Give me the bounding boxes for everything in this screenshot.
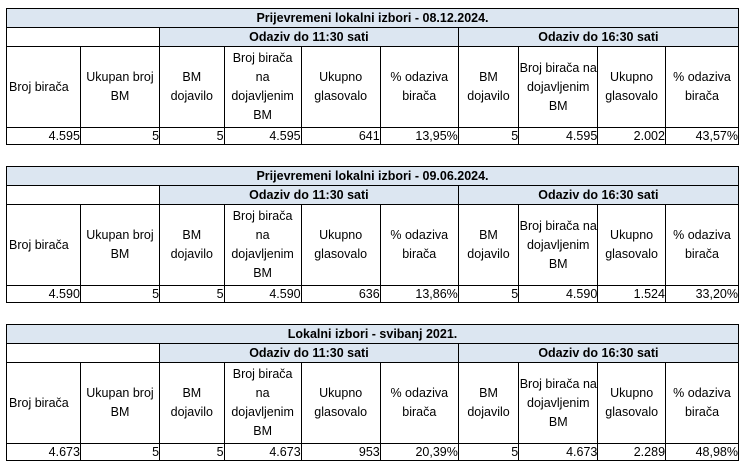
cell-1130-bm-dojavilo: 5: [159, 285, 225, 303]
header-bm-dojavilo: BM dojavilo: [457, 362, 520, 444]
header-ukupno-glasovalo: Ukupno glasovalo: [597, 362, 667, 444]
cell-1130-glasovalo: 953: [300, 443, 381, 461]
header-broj-biraca-dojavljenim: Broj birača na dojavljenim BM: [518, 46, 599, 128]
header-ukupno-glasovalo: Ukupno glasovalo: [597, 204, 666, 286]
cell-1130-glasovalo: 641: [300, 127, 381, 145]
group-header-1630: Odaziv do 16:30 sati: [457, 185, 740, 205]
header-broj-biraca-dojavljenim: Broj birača na dojavljenim BM: [518, 362, 599, 444]
header-broj-biraca-dojavljenim: Broj birača na dojavljenim BM: [223, 204, 302, 286]
cell-1630-pct: 48,98%: [665, 443, 739, 461]
header-pct-odaziva: % odaziva birača: [379, 362, 459, 444]
cell-1630-pct: 33,20%: [664, 285, 740, 303]
cell-1130-broj-biraca: 4.673: [223, 443, 302, 461]
cell-1130-bm-dojavilo: 5: [159, 443, 225, 461]
header-ukupno-glasovalo: Ukupno glasovalo: [300, 204, 381, 286]
header-ukupan-bm: Ukupan broj BM: [79, 362, 161, 444]
header-broj-biraca: Broj birača: [6, 362, 81, 444]
cell-1130-broj-biraca: 4.590: [223, 285, 302, 303]
cell-1130-bm-dojavilo: 5: [159, 127, 225, 145]
cell-1630-glasovalo: 2.289: [597, 443, 667, 461]
cell-ukupan-bm: 5: [79, 285, 161, 303]
group-header-1630: Odaziv do 16:30 sati: [457, 27, 740, 47]
group-header-1130: Odaziv do 11:30 sati: [159, 27, 459, 47]
cell-1630-broj-biraca: 4.673: [518, 443, 599, 461]
cell-broj-biraca: 4.673: [6, 443, 81, 461]
cell-1630-pct: 43,57%: [664, 127, 740, 145]
header-broj-biraca: Broj birača: [6, 204, 81, 286]
header-bm-dojavilo: BM dojavilo: [457, 204, 520, 286]
header-broj-biraca: Broj birača: [6, 46, 81, 128]
table-title: Prijevremeni lokalni izbori - 08.12.2024…: [6, 8, 739, 28]
header-pct-odaziva: % odaziva birača: [379, 46, 459, 128]
table-title: Lokalni izbori - svibanj 2021.: [6, 324, 739, 344]
header-bm-dojavilo: BM dojavilo: [159, 362, 225, 444]
cell-1130-pct: 20,39%: [379, 443, 459, 461]
cell-1130-pct: 13,95%: [379, 127, 459, 145]
header-pct-odaziva: % odaziva birača: [665, 362, 739, 444]
group-header-1130: Odaziv do 11:30 sati: [159, 185, 459, 205]
election-table: Prijevremeni lokalni izbori - 09.06.2024…: [5, 166, 740, 303]
cell-1630-broj-biraca: 4.590: [518, 285, 599, 303]
header-pct-odaziva: % odaziva birača: [664, 204, 740, 286]
header-ukupan-bm: Ukupan broj BM: [79, 46, 161, 128]
header-ukupno-glasovalo: Ukupno glasovalo: [300, 362, 381, 444]
header-blank: [5, 185, 161, 205]
header-blank: [5, 27, 161, 47]
cell-1630-broj-biraca: 4.595: [518, 127, 599, 145]
cell-1630-bm-dojavilo: 5: [457, 127, 520, 145]
header-bm-dojavilo: BM dojavilo: [159, 204, 225, 286]
header-pct-odaziva: % odaziva birača: [379, 204, 459, 286]
header-blank: [5, 343, 161, 363]
cell-ukupan-bm: 5: [79, 443, 161, 461]
header-ukupan-bm: Ukupan broj BM: [79, 204, 161, 286]
header-pct-odaziva: % odaziva birača: [664, 46, 740, 128]
cell-broj-biraca: 4.590: [6, 285, 81, 303]
header-bm-dojavilo: BM dojavilo: [159, 46, 225, 128]
header-bm-dojavilo: BM dojavilo: [457, 46, 520, 128]
election-table: Prijevremeni lokalni izbori - 08.12.2024…: [5, 8, 740, 145]
cell-1130-broj-biraca: 4.595: [223, 127, 302, 145]
header-broj-biraca-dojavljenim: Broj birača na dojavljenim BM: [223, 362, 302, 444]
table-title: Prijevremeni lokalni izbori - 09.06.2024…: [6, 166, 739, 186]
cell-1630-glasovalo: 1.524: [597, 285, 666, 303]
election-table: Lokalni izbori - svibanj 2021. Odaziv do…: [5, 324, 740, 461]
cell-ukupan-bm: 5: [79, 127, 161, 145]
cell-broj-biraca: 4.595: [6, 127, 81, 145]
cell-1130-pct: 13,86%: [379, 285, 459, 303]
header-broj-biraca-dojavljenim: Broj birača na dojavljenim BM: [223, 46, 302, 128]
cell-1630-glasovalo: 2.002: [597, 127, 666, 145]
header-ukupno-glasovalo: Ukupno glasovalo: [597, 46, 666, 128]
group-header-1630: Odaziv do 16:30 sati: [457, 343, 740, 363]
cell-1630-bm-dojavilo: 5: [457, 443, 520, 461]
header-broj-biraca-dojavljenim: Broj birača na dojavljenim BM: [518, 204, 599, 286]
cell-1130-glasovalo: 636: [300, 285, 381, 303]
cell-1630-bm-dojavilo: 5: [457, 285, 520, 303]
header-ukupno-glasovalo: Ukupno glasovalo: [300, 46, 381, 128]
group-header-1130: Odaziv do 11:30 sati: [159, 343, 459, 363]
